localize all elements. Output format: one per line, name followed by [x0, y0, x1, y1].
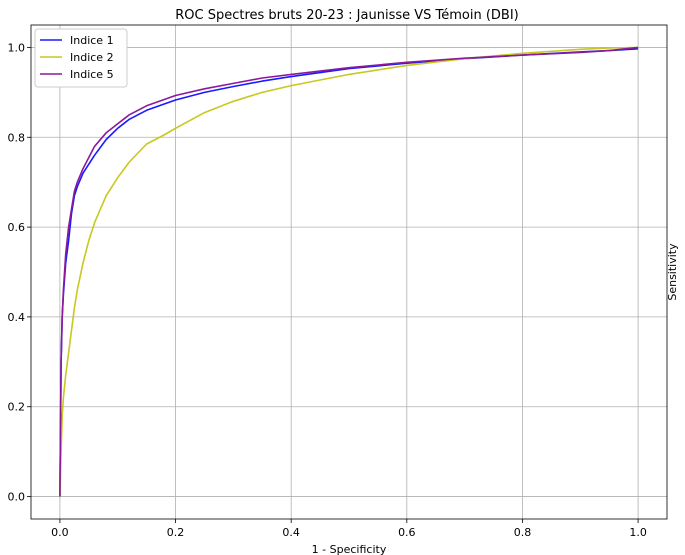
plot-frame	[30, 24, 668, 520]
y-tick-labels: 0.0 0.2 0.4 0.6 0.8 1.0	[8, 41, 26, 503]
legend: Indice 1 Indice 2 Indice 5	[34, 28, 128, 88]
x-tick-label: 1.0	[629, 526, 647, 539]
tick-marks	[27, 47, 639, 523]
x-tick-labels: 0.0 0.2 0.4 0.6 0.8 1.0	[51, 526, 647, 539]
y-tick-label: 0.4	[8, 311, 26, 324]
legend-label: Indice 2	[70, 51, 114, 64]
y-tick-label: 1.0	[8, 41, 26, 54]
legend-box	[34, 28, 128, 88]
y-tick-label: 0.6	[8, 221, 26, 234]
legend-label: Indice 5	[70, 68, 114, 81]
x-tick-label: 0.6	[398, 526, 416, 539]
y-tick-label: 0.2	[8, 401, 26, 414]
y-tick-label: 0.8	[8, 131, 26, 144]
x-tick-label: 0.0	[51, 526, 69, 539]
x-tick-label: 0.8	[514, 526, 532, 539]
legend-label: Indice 1	[70, 34, 114, 47]
series-line-2	[59, 46, 639, 497]
grid-lines	[31, 25, 667, 519]
series-line-3	[59, 46, 639, 497]
x-tick-label: 0.4	[282, 526, 300, 539]
y-tick-label: 0.0	[8, 491, 26, 504]
x-axis-label: 1 - Specificity	[312, 543, 387, 555]
y-axis-label: Sensitivity	[666, 243, 679, 301]
series-layer	[59, 46, 639, 497]
plot-area	[31, 25, 667, 519]
x-tick-label: 0.2	[167, 526, 185, 539]
chart-title: ROC Spectres bruts 20-23 : Jaunisse VS T…	[175, 8, 519, 23]
